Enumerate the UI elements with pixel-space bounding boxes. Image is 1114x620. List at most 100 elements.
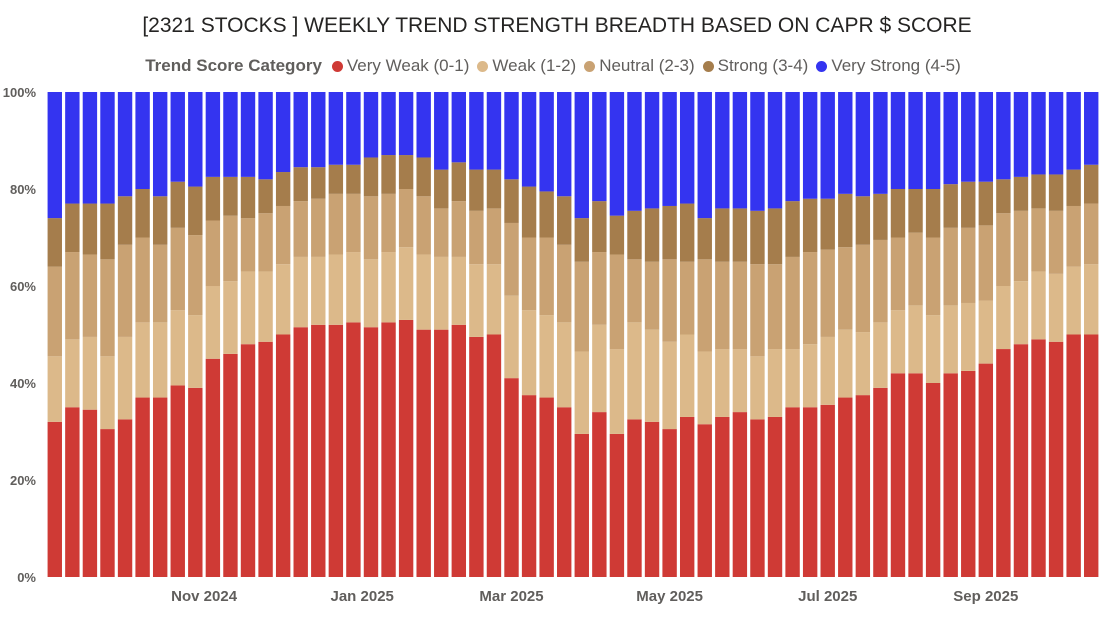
bar-segment-very-weak-0-1[interactable]	[679, 416, 695, 577]
bar-segment-weak-1-2[interactable]	[1066, 266, 1081, 335]
bar-segment-neutral-2-3[interactable]	[961, 227, 976, 303]
bar-segment-neutral-2-3[interactable]	[521, 237, 537, 311]
bar-segment-weak-1-2[interactable]	[679, 334, 695, 417]
bar-segment-weak-1-2[interactable]	[451, 256, 467, 325]
bar-segment-strong-3-4[interactable]	[205, 176, 221, 221]
bar-segment-strong-3-4[interactable]	[521, 186, 537, 238]
bar-segment-very-weak-0-1[interactable]	[152, 397, 168, 577]
bar-segment-very-weak-0-1[interactable]	[1013, 344, 1029, 577]
bar-segment-strong-3-4[interactable]	[644, 208, 660, 262]
bar-segment-strong-3-4[interactable]	[135, 189, 150, 238]
bar-segment-strong-3-4[interactable]	[451, 162, 467, 202]
bar-segment-weak-1-2[interactable]	[82, 336, 98, 410]
bar-segment-strong-3-4[interactable]	[1031, 174, 1046, 209]
bar-segment-very-weak-0-1[interactable]	[732, 412, 748, 577]
bar-segment-weak-1-2[interactable]	[346, 252, 361, 323]
bar-segment-very-weak-0-1[interactable]	[557, 407, 572, 577]
bar-segment-weak-1-2[interactable]	[820, 336, 835, 405]
bar-segment-very-weak-0-1[interactable]	[1066, 334, 1081, 578]
bar-segment-strong-3-4[interactable]	[47, 218, 62, 267]
bar-segment-neutral-2-3[interactable]	[978, 225, 994, 301]
bar-segment-neutral-2-3[interactable]	[486, 208, 502, 265]
bar-segment-neutral-2-3[interactable]	[539, 237, 554, 316]
bar-segment-strong-3-4[interactable]	[802, 198, 818, 253]
bar-segment-very-strong-4-5[interactable]	[416, 92, 431, 158]
bar-segment-strong-3-4[interactable]	[1013, 176, 1029, 211]
bar-segment-weak-1-2[interactable]	[732, 349, 748, 413]
bar-segment-very-weak-0-1[interactable]	[434, 329, 449, 577]
bar-segment-strong-3-4[interactable]	[662, 205, 677, 260]
bar-segment-weak-1-2[interactable]	[311, 256, 326, 325]
bar-segment-strong-3-4[interactable]	[486, 169, 502, 209]
bar-segment-very-strong-4-5[interactable]	[504, 92, 519, 180]
bar-segment-strong-3-4[interactable]	[223, 176, 238, 216]
bar-segment-strong-3-4[interactable]	[574, 218, 589, 262]
bar-segment-very-strong-4-5[interactable]	[521, 92, 537, 187]
bar-segment-very-strong-4-5[interactable]	[679, 92, 695, 204]
bar-segment-neutral-2-3[interactable]	[785, 256, 800, 350]
bar-segment-strong-3-4[interactable]	[1084, 164, 1099, 204]
bar-segment-very-strong-4-5[interactable]	[100, 92, 115, 204]
bar-segment-weak-1-2[interactable]	[47, 356, 62, 422]
bar-segment-weak-1-2[interactable]	[521, 310, 537, 396]
bar-segment-very-weak-0-1[interactable]	[504, 378, 519, 577]
bar-segment-weak-1-2[interactable]	[644, 329, 660, 422]
bar-segment-strong-3-4[interactable]	[961, 181, 976, 228]
bar-segment-very-strong-4-5[interactable]	[925, 92, 941, 189]
bar-segment-neutral-2-3[interactable]	[434, 208, 449, 257]
bar-segment-weak-1-2[interactable]	[1048, 273, 1064, 342]
bar-segment-very-strong-4-5[interactable]	[873, 92, 888, 194]
bar-segment-very-weak-0-1[interactable]	[328, 324, 344, 577]
bar-segment-strong-3-4[interactable]	[363, 157, 379, 197]
bar-segment-very-strong-4-5[interactable]	[1084, 92, 1099, 165]
bar-segment-weak-1-2[interactable]	[65, 339, 80, 408]
bar-segment-weak-1-2[interactable]	[258, 271, 273, 342]
bar-segment-very-strong-4-5[interactable]	[82, 92, 98, 204]
bar-segment-strong-3-4[interactable]	[767, 208, 783, 265]
bar-segment-weak-1-2[interactable]	[205, 286, 221, 359]
legend-item-very-strong[interactable]: Very Strong (4-5)	[816, 56, 961, 76]
bar-segment-neutral-2-3[interactable]	[346, 193, 361, 253]
bar-segment-very-strong-4-5[interactable]	[1013, 92, 1029, 177]
bar-segment-neutral-2-3[interactable]	[504, 222, 519, 296]
bar-segment-weak-1-2[interactable]	[486, 264, 502, 335]
bar-segment-strong-3-4[interactable]	[258, 179, 273, 214]
bar-segment-weak-1-2[interactable]	[574, 351, 589, 434]
bar-segment-very-weak-0-1[interactable]	[346, 322, 361, 578]
bar-segment-strong-3-4[interactable]	[100, 203, 115, 260]
bar-segment-very-strong-4-5[interactable]	[820, 92, 835, 199]
bar-segment-weak-1-2[interactable]	[908, 305, 923, 374]
bar-segment-very-weak-0-1[interactable]	[1084, 334, 1099, 578]
bar-segment-neutral-2-3[interactable]	[697, 259, 712, 352]
bar-segment-strong-3-4[interactable]	[627, 210, 642, 260]
bar-segment-neutral-2-3[interactable]	[644, 261, 660, 330]
bar-segment-strong-3-4[interactable]	[434, 169, 449, 209]
bar-segment-neutral-2-3[interactable]	[223, 215, 238, 282]
bar-segment-very-strong-4-5[interactable]	[398, 92, 414, 156]
bar-segment-strong-3-4[interactable]	[381, 155, 396, 194]
bar-segment-very-strong-4-5[interactable]	[609, 92, 625, 216]
bar-segment-neutral-2-3[interactable]	[732, 261, 748, 350]
bar-segment-strong-3-4[interactable]	[943, 184, 958, 228]
bar-segment-very-weak-0-1[interactable]	[1048, 341, 1064, 577]
bar-segment-neutral-2-3[interactable]	[328, 193, 344, 255]
bar-segment-very-strong-4-5[interactable]	[539, 92, 554, 192]
bar-segment-very-strong-4-5[interactable]	[961, 92, 976, 182]
bar-segment-very-weak-0-1[interactable]	[715, 416, 730, 577]
bar-segment-strong-3-4[interactable]	[188, 186, 203, 236]
bar-segment-very-strong-4-5[interactable]	[662, 92, 677, 206]
bar-segment-weak-1-2[interactable]	[434, 256, 449, 330]
bar-segment-neutral-2-3[interactable]	[82, 254, 98, 337]
legend-item-weak[interactable]: Weak (1-2)	[477, 56, 576, 76]
bar-segment-strong-3-4[interactable]	[539, 191, 554, 238]
bar-segment-very-strong-4-5[interactable]	[363, 92, 379, 158]
bar-segment-very-strong-4-5[interactable]	[65, 92, 80, 204]
bar-segment-very-strong-4-5[interactable]	[275, 92, 291, 173]
bar-segment-neutral-2-3[interactable]	[574, 261, 589, 352]
bar-segment-neutral-2-3[interactable]	[1031, 208, 1046, 272]
bar-segment-very-strong-4-5[interactable]	[838, 92, 853, 194]
bar-segment-very-weak-0-1[interactable]	[469, 336, 484, 577]
bar-segment-neutral-2-3[interactable]	[592, 252, 607, 325]
bar-segment-strong-3-4[interactable]	[890, 189, 906, 238]
bar-segment-strong-3-4[interactable]	[346, 164, 361, 194]
